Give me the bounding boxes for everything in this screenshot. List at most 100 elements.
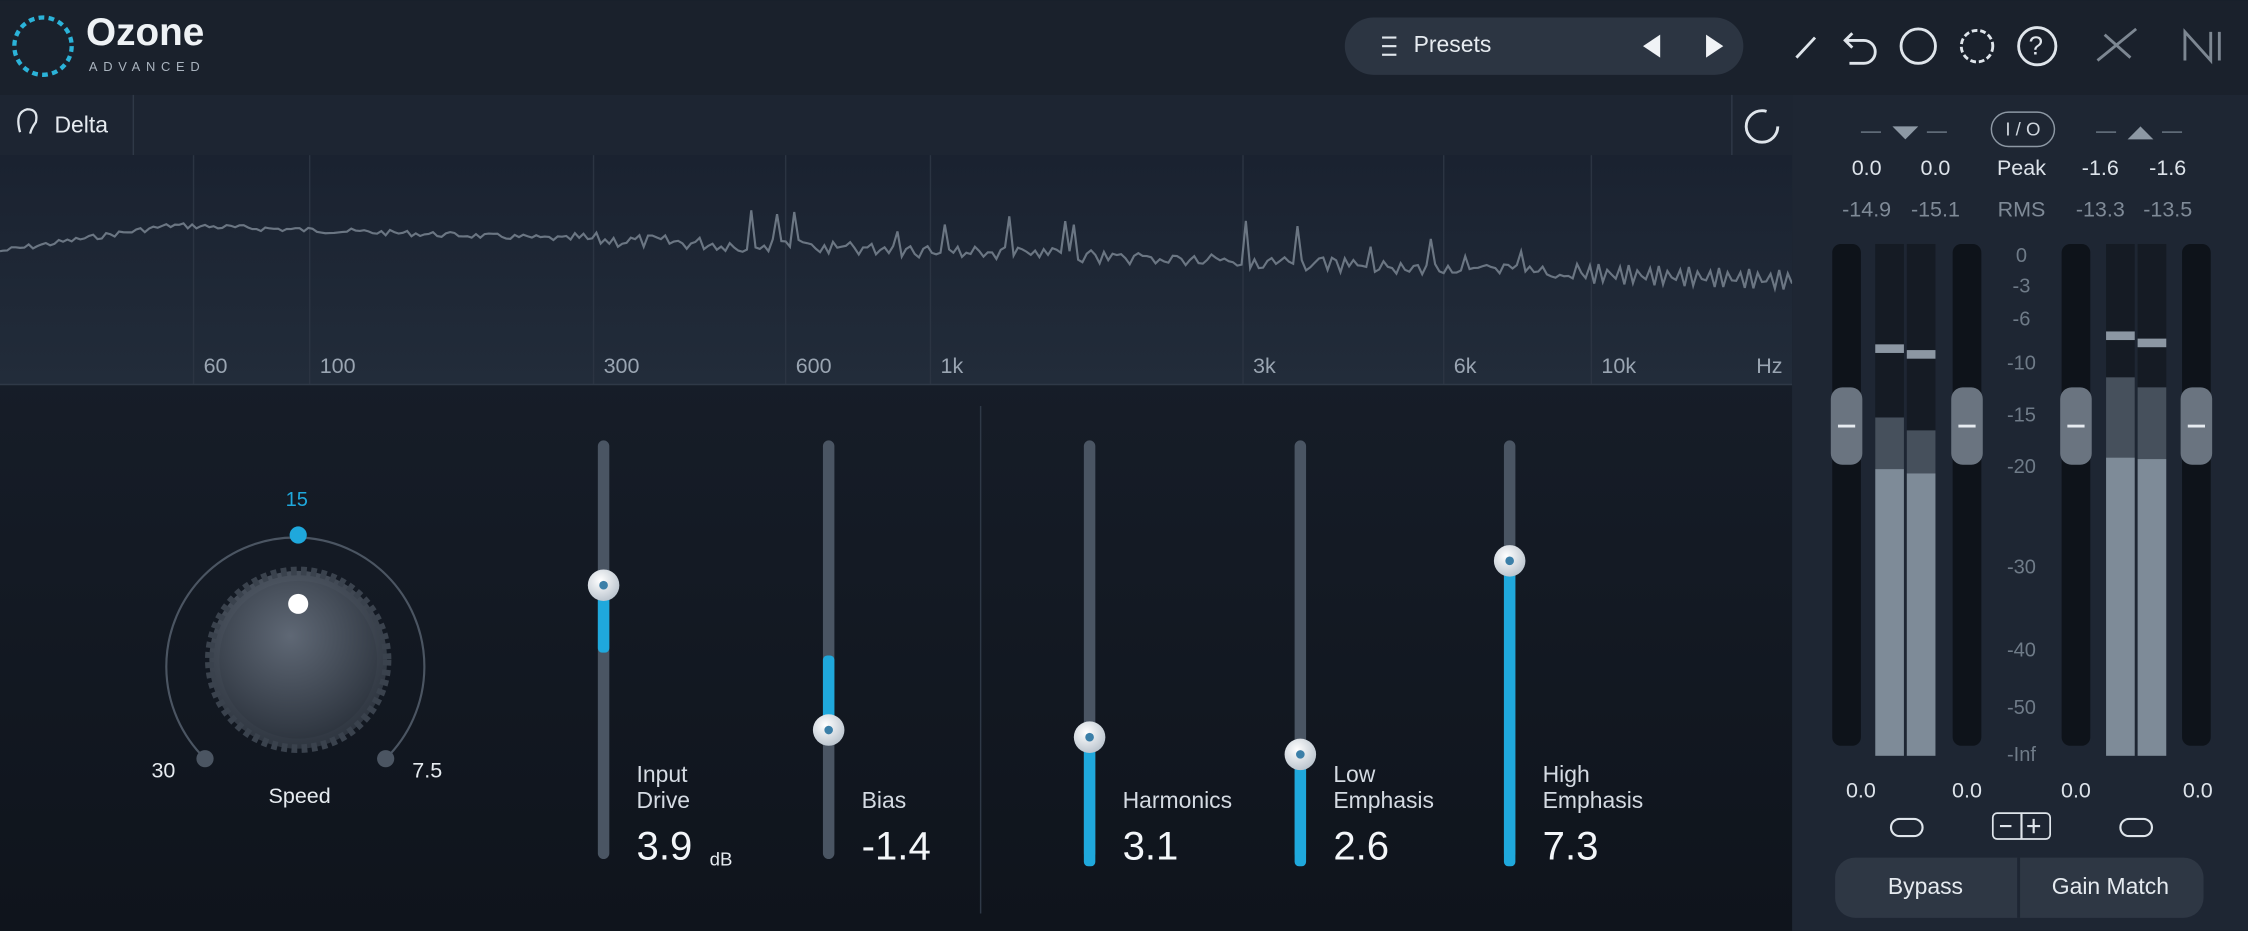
link-icon[interactable]	[2119, 817, 2154, 838]
meter-scale-label: -20	[2007, 456, 2036, 478]
logo: Ozone ADVANCED	[12, 11, 206, 77]
slider-value: 3.1	[1123, 824, 1179, 869]
peak-value: 0.0	[1852, 156, 1882, 180]
ni-icon[interactable]	[2183, 28, 2221, 65]
meter-scale-label: -3	[2013, 275, 2031, 297]
meter-panel	[1792, 94, 2248, 931]
fader-track	[2061, 243, 2091, 746]
app-edition: ADVANCED	[89, 59, 206, 74]
fader-track	[1952, 243, 1982, 746]
meter-level	[2106, 457, 2135, 756]
presets-button[interactable]	[1344, 17, 1744, 75]
slider-handle-dot	[1085, 732, 1094, 742]
rms-value: -15.1	[1911, 198, 1960, 222]
meter-scale-label: -6	[2013, 308, 2031, 330]
gain-match-button[interactable]: Gain Match	[2052, 873, 2169, 899]
peak-value: -1.6	[2082, 156, 2119, 180]
delta-bar	[0, 94, 1793, 156]
slider-value: 2.6	[1333, 824, 1389, 869]
io-label[interactable]: I / O	[2005, 119, 2040, 140]
izotope-icon[interactable]	[2096, 27, 2138, 62]
speed-knob[interactable]	[165, 526, 426, 768]
speed-left-label: 30	[151, 758, 175, 782]
settings-icon[interactable]	[1959, 28, 1995, 64]
fader-handle-mark	[2067, 424, 2085, 428]
presets-label[interactable]: Presets	[1414, 31, 1492, 57]
delta-label[interactable]: Delta	[54, 111, 108, 137]
slider-value: -1.4	[862, 824, 931, 869]
slider-value: 3.9	[637, 824, 693, 869]
fader-value: 0.0	[1952, 778, 1982, 802]
spectrum-line	[0, 210, 1794, 293]
prev-preset[interactable]	[1642, 34, 1661, 58]
meter-scale-label: -30	[2007, 556, 2036, 578]
meter-scale-label: -50	[2007, 697, 2036, 719]
peak-value: 0.0	[1921, 156, 1951, 180]
meter-rms	[2137, 387, 2167, 460]
meter-scale-label: -40	[2007, 639, 2036, 661]
speed-right-label: 7.5	[412, 758, 442, 782]
input-arrow	[1892, 126, 1919, 140]
help-icon[interactable]	[2017, 26, 2058, 67]
speed-label: Speed	[269, 784, 331, 808]
frequency-label: 600	[796, 354, 832, 378]
io-button[interactable]	[1990, 111, 2056, 148]
slider-fill	[1503, 560, 1516, 867]
meter-rms	[1906, 430, 1936, 474]
slider-handle-dot	[1296, 750, 1305, 759]
history-icon[interactable]	[1899, 27, 1937, 65]
slider-label: High	[1543, 761, 1590, 787]
frequency-label: 300	[604, 354, 640, 378]
meter-scale-label: 0	[2016, 245, 2027, 267]
rms-value: -13.3	[2076, 198, 2125, 222]
frequency-label: 3k	[1253, 354, 1276, 378]
rms-value: -14.9	[1842, 198, 1891, 222]
unit-label: dB	[710, 848, 733, 869]
fader-handle-mark	[1837, 424, 1856, 428]
slider-handle-dot	[1505, 556, 1514, 566]
meter-scale-label: -15	[2007, 404, 2036, 426]
slider-fill	[1083, 737, 1096, 867]
frequency-label: 6k	[1454, 354, 1477, 378]
slider-label: Low	[1333, 761, 1375, 787]
slider-fill	[822, 655, 835, 731]
fader-value: 0.0	[1846, 778, 1876, 802]
slider-handle-dot	[599, 580, 608, 590]
frequency-label: 10k	[1601, 354, 1636, 378]
meter-peak-hold	[2106, 331, 2135, 341]
meter-scale-label: -10	[2007, 353, 2036, 375]
slider-handle-dot	[824, 725, 833, 735]
slider-track[interactable]	[822, 440, 835, 860]
fader-handle-mark	[1958, 424, 1976, 428]
frequency-label: 60	[204, 354, 228, 378]
bypass-button[interactable]: Bypass	[1888, 873, 1963, 899]
slider-label: Input	[637, 761, 689, 787]
link-icon[interactable]	[1889, 817, 1924, 838]
peak-value: Peak	[1997, 156, 2046, 180]
help-glyph: ?	[2029, 32, 2043, 60]
undo-icon[interactable]	[1843, 32, 1877, 65]
trim-glyph	[1999, 813, 2041, 839]
fader-track	[2182, 243, 2211, 746]
peak-value: -1.6	[2149, 156, 2186, 180]
meter-scale-label: -Inf	[2007, 744, 2036, 766]
slider-fill	[1294, 754, 1307, 867]
fader-value: 0.0	[2183, 778, 2213, 802]
frequency-label: Hz	[1756, 354, 1782, 378]
meter-peak-hold	[1906, 350, 1936, 359]
rms-value: RMS	[1998, 198, 2046, 222]
frequency-label: 100	[320, 354, 356, 378]
meter-peak-hold	[1875, 344, 1904, 353]
meter-peak-hold	[2137, 338, 2167, 348]
rms-value: -13.5	[2143, 198, 2192, 222]
slider-label: Harmonics	[1123, 787, 1233, 813]
frequency-label: 1k	[940, 354, 963, 378]
next-preset[interactable]	[1706, 34, 1724, 58]
reset-icon[interactable]	[1744, 109, 1780, 144]
meter-rms	[1875, 417, 1904, 470]
meter-level	[1875, 469, 1904, 756]
slider-label: Bias	[862, 787, 907, 813]
ear-icon[interactable]	[17, 108, 38, 134]
edit-icon[interactable]	[1795, 36, 1817, 59]
